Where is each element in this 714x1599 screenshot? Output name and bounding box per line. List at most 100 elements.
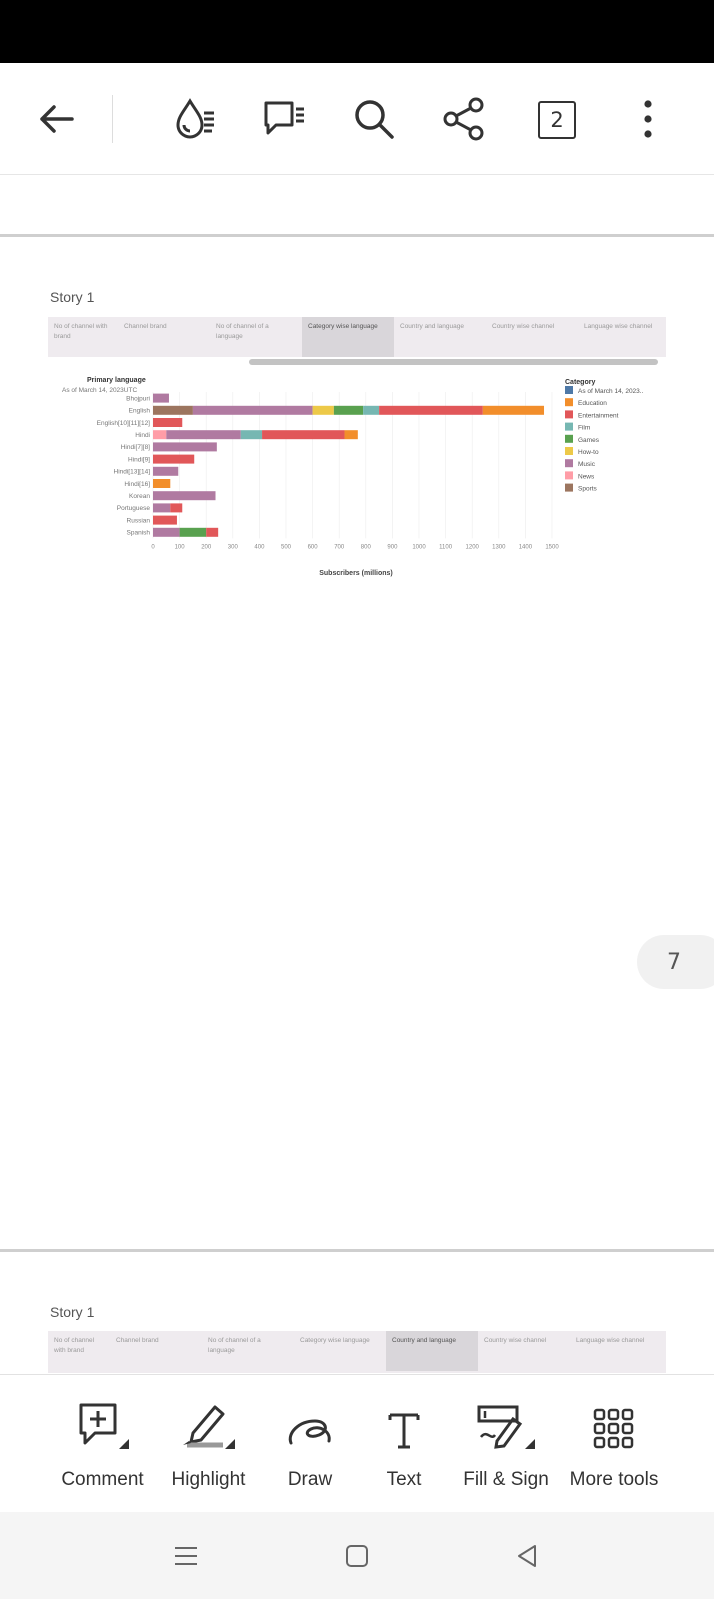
story-tab[interactable]: Channel brand bbox=[116, 1337, 159, 1344]
legend-entry: Games bbox=[578, 437, 600, 444]
text-tool-label: Text bbox=[386, 1469, 422, 1490]
story-tab[interactable]: Channel brand bbox=[124, 323, 167, 330]
x-tick-label: 900 bbox=[387, 544, 398, 550]
category-label: Russian bbox=[127, 517, 151, 524]
recent-apps-button[interactable] bbox=[164, 1534, 208, 1578]
row-subheader: As of March 14, 2023UTC bbox=[62, 387, 137, 394]
bottom-toolbar: Comment Highlight Draw Text Fill & Sign … bbox=[0, 1374, 714, 1512]
x-tick-label: 400 bbox=[254, 544, 265, 550]
story-tab[interactable]: Language wise channel bbox=[576, 1337, 645, 1344]
category-label: Hindi[13][14] bbox=[114, 469, 151, 476]
top-toolbar: 2 bbox=[0, 63, 714, 175]
comments-button[interactable] bbox=[256, 91, 312, 147]
back-triangle-icon bbox=[518, 1545, 536, 1567]
x-tick-label: 200 bbox=[201, 544, 212, 550]
story-tab[interactable]: No of channel with brand bbox=[54, 1337, 95, 1354]
bar-segment bbox=[153, 479, 171, 488]
bar-segment bbox=[153, 503, 171, 513]
draw-tool-button[interactable]: Draw bbox=[270, 1375, 350, 1513]
bar-segment bbox=[363, 405, 380, 415]
share-button[interactable] bbox=[436, 91, 492, 147]
category-label: English[10][11][12] bbox=[97, 420, 151, 427]
x-tick-label: 800 bbox=[361, 544, 372, 550]
toolbar-divider bbox=[112, 95, 113, 143]
story-tab[interactable]: No of channel of a language bbox=[216, 323, 269, 340]
story-tab-active[interactable]: Category wise language bbox=[302, 317, 394, 357]
search-button[interactable] bbox=[346, 91, 402, 147]
x-tick-label: 600 bbox=[308, 544, 319, 550]
tabstrip-scrollbar[interactable] bbox=[249, 359, 658, 365]
bar-segment bbox=[170, 503, 183, 513]
fill-sign-tool-button[interactable]: Fill & Sign bbox=[458, 1375, 554, 1513]
liquid-mode-button[interactable] bbox=[166, 91, 222, 147]
text-tool-button[interactable]: Text bbox=[364, 1375, 444, 1513]
category-label: Bhojpuri bbox=[126, 395, 150, 402]
fill-sign-icon bbox=[477, 1405, 535, 1449]
bar-segment bbox=[262, 430, 345, 440]
legend-swatch bbox=[565, 483, 573, 492]
legend-swatch bbox=[565, 434, 573, 443]
category-label: English bbox=[129, 408, 151, 415]
highlight-tool-button[interactable]: Highlight bbox=[166, 1375, 251, 1513]
legend-entry: Sports bbox=[578, 486, 598, 493]
page-count-button[interactable]: 2 bbox=[538, 101, 576, 139]
story-tab[interactable]: Language wise channel bbox=[584, 323, 653, 330]
system-nav-bar bbox=[0, 1512, 714, 1599]
stacked-bar-chart: Primary language As of March 14, 2023UTC… bbox=[62, 377, 644, 577]
comments-list-icon bbox=[264, 101, 304, 135]
draw-tool-label: Draw bbox=[287, 1469, 333, 1490]
category-label: Hindi[16] bbox=[124, 481, 150, 488]
story-tab[interactable]: Country wise channel bbox=[492, 323, 555, 330]
home-icon bbox=[346, 1545, 368, 1567]
fill-sign-tool-label: Fill & Sign bbox=[463, 1469, 549, 1490]
draw-squiggle-icon bbox=[288, 1419, 331, 1445]
story-tab-active[interactable]: Country and language bbox=[386, 1331, 478, 1371]
comment-add-icon bbox=[79, 1403, 129, 1449]
category-label: Hindi bbox=[135, 432, 150, 439]
story-tab[interactable]: Country wise channel bbox=[484, 1337, 547, 1344]
text-t-icon bbox=[388, 1413, 420, 1449]
x-tick-label: 1200 bbox=[466, 544, 480, 550]
x-tick-label: 500 bbox=[281, 544, 292, 550]
legend-title: Category bbox=[565, 379, 595, 386]
highlighter-icon bbox=[182, 1405, 235, 1449]
legend-entry: Education bbox=[578, 400, 607, 407]
bar-segment bbox=[153, 491, 216, 501]
legend-entry: As of March 14, 2023.. bbox=[578, 388, 644, 395]
grid-dots-icon bbox=[593, 1408, 634, 1449]
back-button[interactable] bbox=[28, 91, 84, 147]
bar-segment bbox=[379, 405, 483, 415]
bar-segment bbox=[153, 527, 180, 537]
legend-swatch bbox=[565, 398, 573, 407]
x-tick-label: 1100 bbox=[439, 544, 453, 550]
system-back-button[interactable] bbox=[505, 1534, 549, 1578]
bar-segment bbox=[240, 430, 263, 440]
legend-swatch bbox=[565, 386, 573, 394]
home-button[interactable] bbox=[335, 1534, 379, 1578]
story-title: Story 1 bbox=[50, 289, 95, 305]
recent-apps-icon bbox=[175, 1547, 197, 1565]
story-tab[interactable]: No of channel with brand bbox=[54, 323, 108, 340]
page-indicator-number: 7 bbox=[667, 949, 681, 975]
story-tabstrip: No of channel with brand Channel brand N… bbox=[48, 317, 666, 357]
legend-entry: How-to bbox=[578, 449, 599, 456]
bar-segment bbox=[153, 405, 193, 415]
more-options-button[interactable] bbox=[620, 91, 676, 147]
highlight-tool-label: Highlight bbox=[171, 1469, 246, 1490]
x-tick-label: 1400 bbox=[519, 544, 533, 550]
bar-segment bbox=[153, 393, 169, 403]
bar-segment bbox=[179, 527, 207, 537]
story-tab[interactable]: Category wise language bbox=[300, 1337, 370, 1344]
comment-tool-button[interactable]: Comment bbox=[60, 1375, 145, 1513]
more-vertical-icon bbox=[644, 100, 652, 138]
legend-entry: Film bbox=[578, 425, 590, 432]
story-tab[interactable]: Country and language bbox=[400, 323, 464, 330]
bar-segment bbox=[206, 527, 219, 537]
document-viewer[interactable] bbox=[0, 176, 714, 1374]
liquid-mode-icon bbox=[176, 98, 214, 139]
story-tab[interactable]: No of channel of a language bbox=[208, 1337, 261, 1354]
legend-swatch bbox=[565, 422, 573, 431]
more-tools-button[interactable]: More tools bbox=[564, 1375, 664, 1513]
bar-segment bbox=[153, 418, 183, 427]
legend-swatch bbox=[565, 459, 573, 468]
